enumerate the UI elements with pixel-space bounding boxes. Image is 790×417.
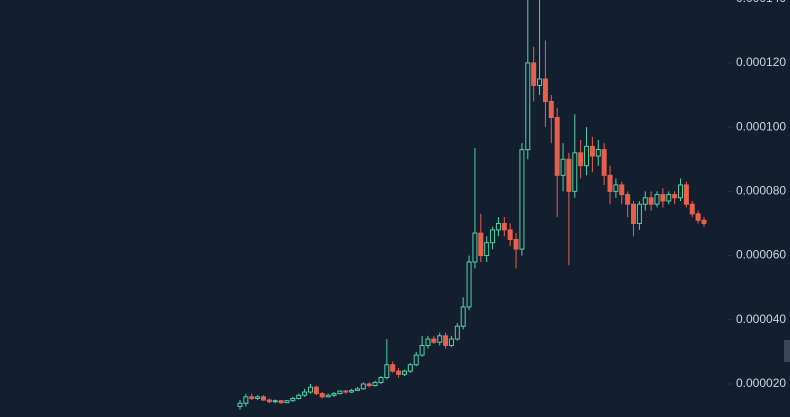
candle-body <box>360 383 366 390</box>
candle-body <box>290 397 296 402</box>
candle-body <box>378 377 384 383</box>
axis-handle <box>784 340 790 362</box>
candle-body <box>542 78 548 102</box>
candle-body <box>260 396 266 401</box>
candle-body <box>607 174 613 192</box>
candle-body <box>249 396 255 399</box>
candle-body <box>331 393 337 396</box>
candle-body <box>343 390 349 393</box>
candle-body <box>642 197 648 205</box>
candle-body <box>237 402 243 407</box>
candle-body <box>537 78 543 86</box>
candle-body <box>613 184 619 192</box>
candle-body <box>243 396 249 404</box>
candle-body <box>689 203 695 215</box>
candle-body <box>437 335 443 343</box>
candle-body <box>354 388 360 391</box>
candle-body <box>566 158 572 192</box>
candle-body <box>454 325 460 340</box>
candle-body <box>278 400 284 404</box>
candle-body <box>548 100 554 119</box>
candle-body <box>560 158 566 176</box>
candle-body <box>407 364 413 372</box>
candle-body <box>619 184 625 196</box>
candle-body <box>466 261 472 308</box>
candle-body <box>419 344 425 356</box>
candle-body <box>678 184 684 199</box>
candle-body <box>525 62 531 151</box>
candle-body <box>666 194 672 202</box>
y-tick-label: 0.000100 <box>736 119 786 133</box>
candle-body <box>507 229 513 241</box>
candle-body <box>625 194 631 205</box>
candle-body <box>660 194 666 202</box>
candle-body <box>431 338 437 343</box>
candle-body <box>384 364 390 379</box>
y-tick-label: 0.000020 <box>736 376 786 390</box>
candle-body <box>313 386 319 395</box>
candle-body <box>425 338 431 346</box>
candle-body <box>307 386 313 393</box>
candle-body <box>284 400 290 404</box>
candle-body <box>636 203 642 224</box>
candle-body <box>578 152 584 167</box>
candle-body <box>478 232 484 257</box>
candle-body <box>595 149 601 157</box>
candle-body <box>631 203 637 224</box>
candle-body <box>448 338 454 346</box>
candle-body <box>683 184 689 205</box>
candle-body <box>672 194 678 199</box>
candle-body <box>701 219 707 224</box>
candle-body <box>484 242 490 257</box>
candle-body <box>531 62 537 86</box>
candle-body <box>443 335 449 346</box>
candle-body <box>266 399 272 403</box>
y-tick-label: 0.000060 <box>736 248 786 262</box>
candle-body <box>601 149 607 176</box>
candle-body <box>401 370 407 375</box>
candle-body <box>302 391 308 396</box>
candle-body <box>460 306 466 327</box>
candle-body <box>572 152 578 192</box>
candle-body <box>413 354 419 366</box>
candle-body <box>396 370 402 375</box>
candle-body <box>519 149 525 250</box>
candle-body <box>513 239 519 250</box>
candle-body <box>255 396 261 399</box>
candle-body <box>654 194 660 205</box>
candle-body <box>589 145 595 157</box>
y-tick-label: 0.000120 <box>736 55 786 69</box>
candle-body <box>495 222 501 231</box>
candle-body <box>366 383 372 387</box>
candle-body <box>554 117 560 176</box>
candle-body <box>272 400 278 403</box>
candle-body <box>325 394 331 398</box>
candle-body <box>372 381 378 387</box>
y-tick-label: 0.000140 <box>736 0 786 5</box>
candle-body <box>390 364 396 372</box>
candle-body <box>501 222 507 231</box>
candle-body <box>349 389 355 393</box>
candle-body <box>319 393 325 398</box>
candle-body <box>695 213 701 221</box>
candle-body <box>296 394 302 399</box>
candle-body <box>472 232 478 263</box>
y-tick-label: 0.000040 <box>736 312 786 326</box>
y-tick-label: 0.000080 <box>736 184 786 198</box>
candle-body <box>584 145 590 167</box>
candle-body <box>648 197 654 205</box>
candle-body <box>490 229 496 244</box>
candle-body <box>337 390 343 395</box>
